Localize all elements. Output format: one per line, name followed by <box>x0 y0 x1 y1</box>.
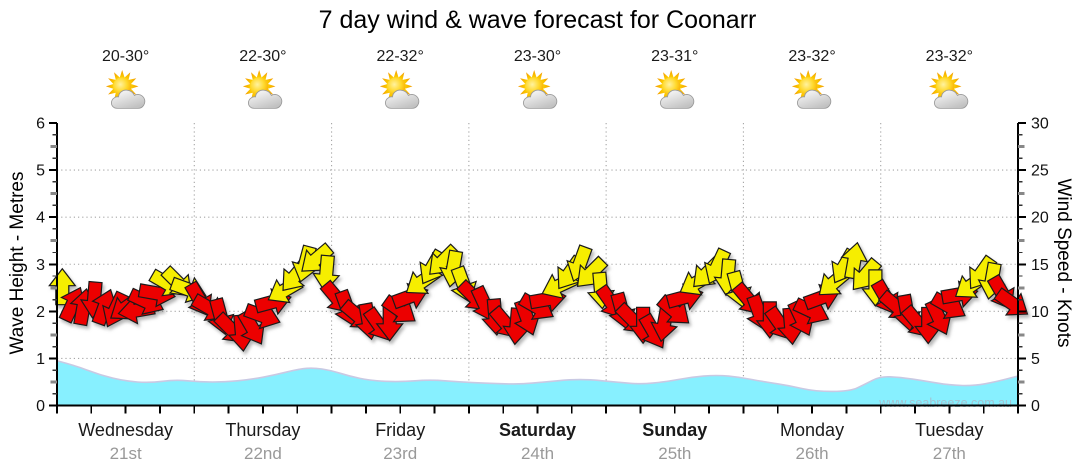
temp-range-label: 20-30° <box>101 48 150 65</box>
wind-arrow-band <box>48 241 1029 353</box>
x-axis-date-label: 22nd <box>244 444 282 463</box>
wind-arrow <box>655 293 690 324</box>
x-axis-day-label: Saturday <box>498 420 577 440</box>
temp-range-label: 23-31° <box>651 48 699 65</box>
wave-height-area: www.seabreeze.com.au <box>56 359 1018 410</box>
sun-cloud-icon <box>929 70 969 109</box>
cloud <box>247 89 283 109</box>
x-axis-day-label: Tuesday <box>915 420 984 440</box>
sun-cloud-icon <box>517 70 557 109</box>
wind-tick-label: 15 <box>1031 257 1049 274</box>
x-axis-day-label: Monday <box>780 420 845 440</box>
x-axis-day-label: Wednesday <box>78 420 173 440</box>
watermark: www.seabreeze.com.au <box>878 396 1012 410</box>
axes <box>49 122 1026 414</box>
cloud <box>659 89 695 109</box>
wave-tick-label: 6 <box>36 116 45 133</box>
temp-range-label: 23-32° <box>925 48 973 65</box>
x-axis-day-label: Thursday <box>225 420 301 440</box>
tick-labels: 0 1 2 3 4 5 6 0 5 10 15 20 25 30 <box>36 116 1049 416</box>
cloud <box>522 89 557 109</box>
temp-range-label: 22-32° <box>376 48 424 65</box>
sun-cloud-icon <box>380 70 420 109</box>
wave-tick-label: 3 <box>36 257 45 274</box>
temp-range-label: 23-30° <box>513 48 562 65</box>
wind-tick-label: 10 <box>1031 304 1049 321</box>
x-axis-date-label: 24th <box>520 444 555 463</box>
sun-cloud-icon <box>242 70 283 109</box>
wave-tick-label: 4 <box>36 210 45 227</box>
temp-range-label: 23-32° <box>788 48 836 65</box>
wind-tick-label: 25 <box>1031 163 1049 180</box>
sun-cloud-icon <box>654 70 695 109</box>
x-axis-date-label: 26th <box>795 444 829 463</box>
x-axis-date-label: 23rd <box>383 444 418 463</box>
wind-tick-label: 5 <box>1031 351 1040 368</box>
wave-tick-label: 0 <box>36 398 45 415</box>
page-title: 7 day wind & wave forecast for Coonarr <box>318 6 757 34</box>
x-axis-date-label: 27th <box>932 444 966 463</box>
wave-tick-label: 2 <box>36 304 45 321</box>
cloud <box>797 89 832 109</box>
temp-range-label: 22-30° <box>239 48 287 65</box>
wind-tick-label: 30 <box>1031 116 1049 133</box>
wave-tick-label: 5 <box>36 163 45 180</box>
wind-arrow <box>236 308 265 345</box>
x-axis-date-label: 25th <box>658 444 692 463</box>
cloud <box>934 89 969 109</box>
x-axis-date-label: 21st <box>109 444 142 463</box>
wind-tick-label: 20 <box>1031 210 1049 227</box>
cloud <box>385 89 420 109</box>
sun-cloud-icon <box>105 70 145 109</box>
sun-cloud-icon <box>791 70 832 109</box>
wave-tick-label: 1 <box>36 351 45 368</box>
wind-tick-label: 0 <box>1031 398 1040 415</box>
cloud <box>110 89 145 109</box>
x-axis-day-label: Friday <box>375 420 426 440</box>
wind-arrow <box>301 242 335 272</box>
x-axis-day-label: Sunday <box>642 420 708 440</box>
